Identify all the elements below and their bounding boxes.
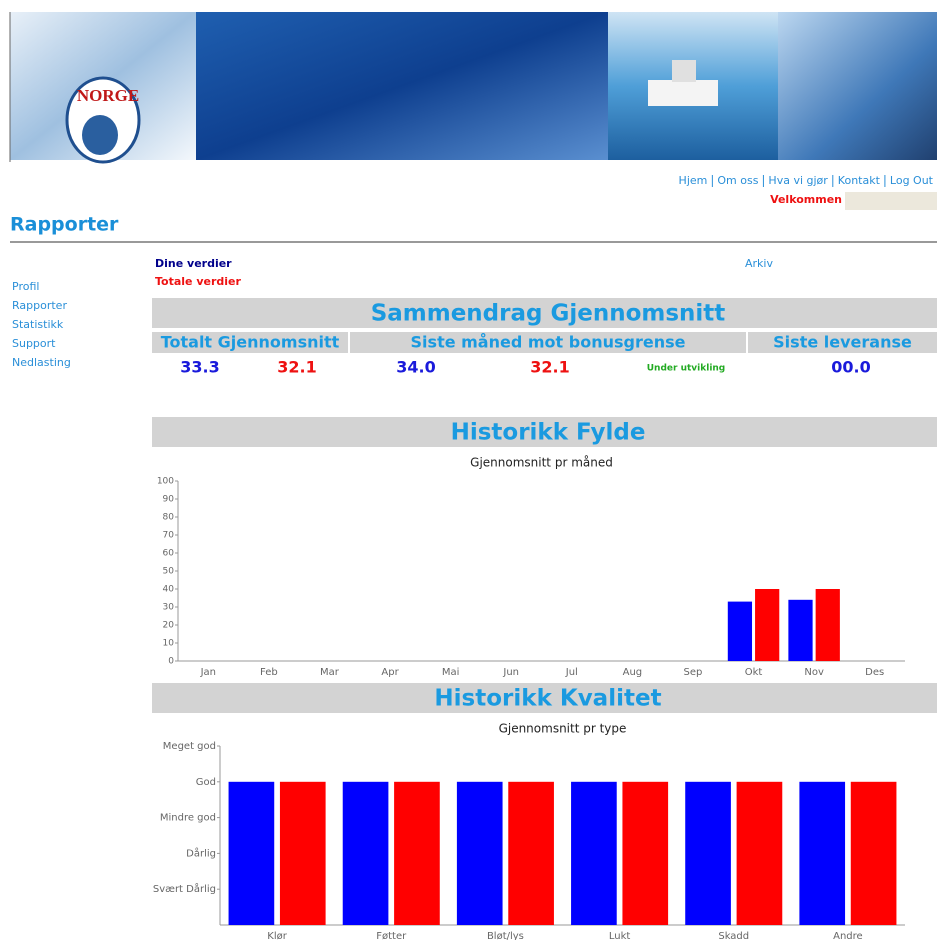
summary-header: Siste leveranse <box>773 333 912 352</box>
nav-link[interactable]: Log Out <box>890 174 934 187</box>
summary-value: Under utvikling <box>647 364 726 374</box>
y-tick-label: 70 <box>163 531 175 541</box>
y-tick-label: 20 <box>163 621 175 631</box>
y-tick-label: Mindre god <box>160 813 216 824</box>
sidebar-link[interactable]: Support <box>12 337 56 350</box>
y-tick-label: 40 <box>163 585 175 595</box>
y-tick-label: 50 <box>163 567 175 577</box>
welcome: Velkommen <box>770 193 842 206</box>
x-tick-label: Jan <box>200 667 216 678</box>
x-tick-label: Sep <box>684 667 703 678</box>
bar <box>394 782 440 925</box>
chart-title: Gjennomsnitt pr type <box>499 722 627 736</box>
bar <box>816 589 840 661</box>
welcome-box <box>845 192 937 210</box>
legend-total: Totale verdier <box>155 275 242 288</box>
summary-value: 33.3 <box>180 358 219 377</box>
nav-link[interactable]: Hjem <box>679 174 708 187</box>
summary-header: Siste måned mot bonusgrense <box>411 333 686 352</box>
banner: NORGE <box>10 12 937 162</box>
page-title: Rapporter <box>10 214 119 236</box>
y-tick-label: 30 <box>163 603 175 613</box>
bar <box>755 589 779 661</box>
y-tick-label: Meget god <box>163 741 216 752</box>
logo: NORGE <box>77 86 139 105</box>
chart-title: Gjennomsnitt pr måned <box>470 456 613 470</box>
x-tick-label: Klør <box>267 931 287 940</box>
sidebar-link[interactable]: Statistikk <box>12 318 64 331</box>
x-tick-label: Skadd <box>718 931 749 940</box>
summary-value: 00.0 <box>831 358 870 377</box>
y-tick-label: 10 <box>163 639 175 649</box>
bar <box>622 782 668 925</box>
x-tick-label: Mai <box>442 667 460 678</box>
y-tick-label: God <box>196 777 216 788</box>
bar <box>737 782 783 925</box>
summary-value: 32.1 <box>530 358 569 377</box>
x-tick-label: Bløt/lys <box>487 931 524 940</box>
sidebar-link[interactable]: Nedlasting <box>12 356 71 369</box>
section-title: Historikk Fylde <box>451 420 646 446</box>
bar <box>788 600 812 661</box>
summary-value: 32.1 <box>277 358 316 377</box>
bar <box>799 782 845 925</box>
bar <box>508 782 554 925</box>
y-tick-label: 80 <box>163 513 175 523</box>
y-tick-label: 100 <box>157 477 174 487</box>
x-tick-label: Apr <box>381 667 399 678</box>
x-tick-label: Nov <box>804 667 824 678</box>
bar <box>571 782 617 925</box>
summary-header: Totalt Gjennomsnitt <box>161 333 340 352</box>
x-tick-label: Mar <box>320 667 340 678</box>
nav-link[interactable]: Kontakt <box>838 174 881 187</box>
bar <box>229 782 275 925</box>
x-tick-label: Lukt <box>609 931 631 940</box>
page: NORGE Velkommen Rapporter Dine verdier T… <box>0 0 937 940</box>
x-tick-label: Jun <box>502 667 519 678</box>
bar <box>851 782 897 925</box>
bar <box>685 782 731 925</box>
summary-value: 34.0 <box>396 358 435 377</box>
section-title: Historikk Kvalitet <box>434 686 661 712</box>
nav-link[interactable]: Om oss <box>717 174 758 187</box>
y-tick-label: Svært Dårlig <box>153 882 216 895</box>
summary-title: Sammendrag Gjennomsnitt <box>371 301 726 327</box>
x-tick-label: Jul <box>565 667 578 678</box>
x-tick-label: Okt <box>745 667 763 678</box>
x-tick-label: Feb <box>260 667 278 678</box>
y-tick-label: 60 <box>163 549 175 559</box>
bar <box>343 782 389 925</box>
archive-link[interactable]: Arkiv <box>745 257 773 270</box>
sidebar-link[interactable]: Profil <box>12 280 39 293</box>
x-tick-label: Føtter <box>376 931 407 940</box>
bar <box>728 602 752 661</box>
x-tick-label: Des <box>865 667 884 678</box>
legend-own: Dine verdier <box>155 257 232 270</box>
bar <box>457 782 503 925</box>
nav-link[interactable]: Hva vi gjør <box>768 174 828 187</box>
y-tick-label: Dårlig <box>186 846 216 859</box>
sidebar-link[interactable]: Rapporter <box>12 299 67 312</box>
x-tick-label: Andre <box>833 931 863 940</box>
y-tick-label: 0 <box>168 657 174 667</box>
bar <box>280 782 326 925</box>
x-tick-label: Aug <box>623 667 643 678</box>
y-tick-label: 90 <box>163 495 175 505</box>
